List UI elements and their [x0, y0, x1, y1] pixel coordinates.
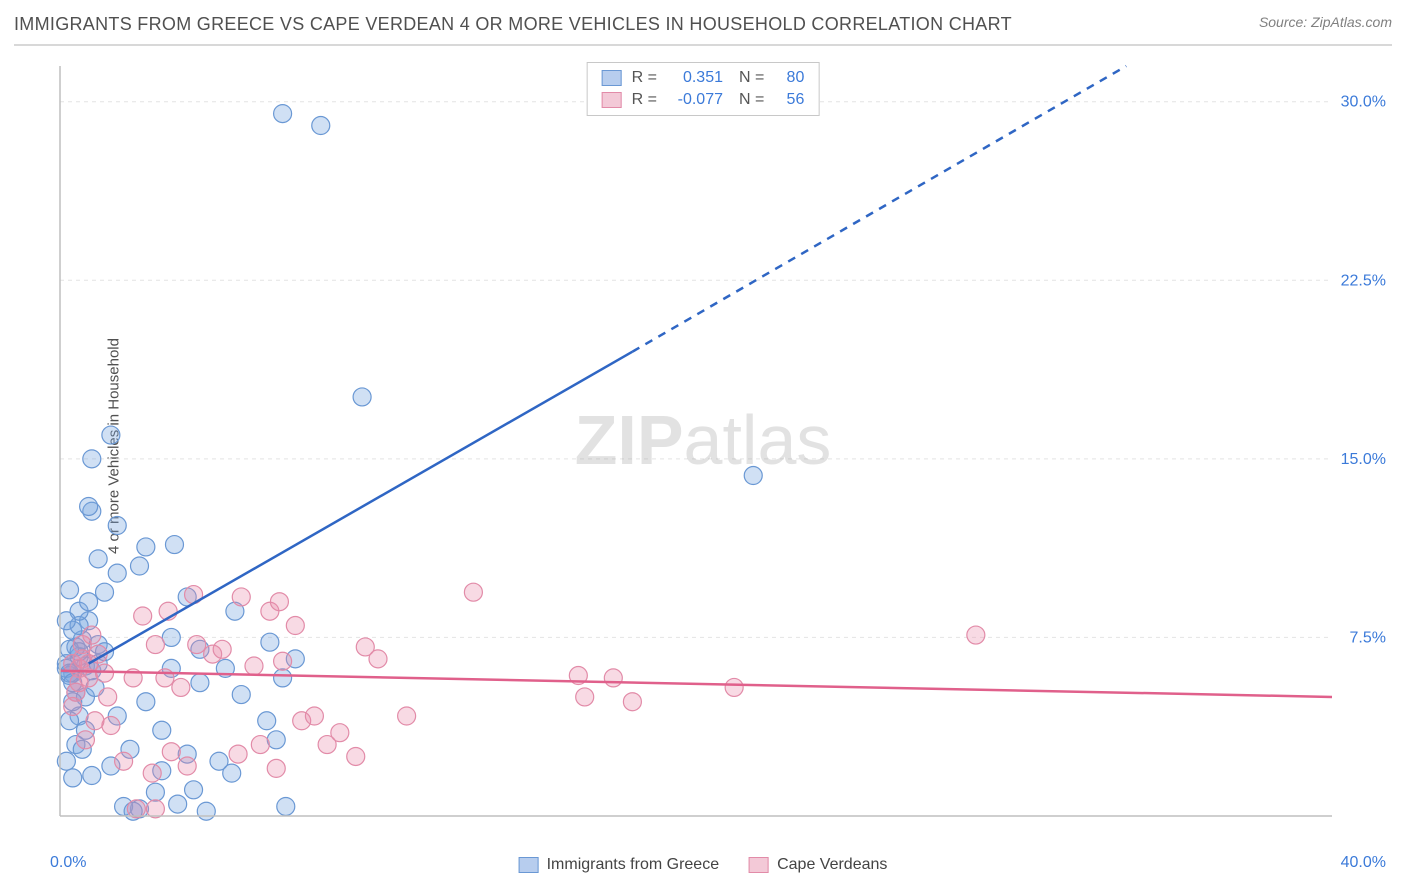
legend-item: Immigrants from Greece: [519, 856, 719, 874]
source-attribution: Source: ZipAtlas.com: [1259, 14, 1392, 30]
n-value: 80: [774, 67, 804, 89]
chart-title: IMMIGRANTS FROM GREECE VS CAPE VERDEAN 4…: [14, 14, 1012, 35]
legend-row: R = 0.351 N = 80: [602, 67, 805, 89]
series-legend: Immigrants from Greece Cape Verdeans: [519, 856, 888, 874]
r-label: R =: [632, 89, 657, 111]
series-name: Immigrants from Greece: [547, 856, 719, 874]
legend-item: Cape Verdeans: [749, 856, 887, 874]
r-value: 0.351: [667, 67, 723, 89]
scatter-chart: 7.5% 15.0% 22.5% 30.0%: [50, 60, 1392, 842]
svg-text:7.5%: 7.5%: [1350, 629, 1386, 646]
correlation-legend: R = 0.351 N = 80 R = -0.077 N = 56: [587, 62, 820, 116]
n-value: 56: [774, 89, 804, 111]
n-label: N =: [739, 89, 764, 111]
r-value: -0.077: [667, 89, 723, 111]
svg-text:30.0%: 30.0%: [1341, 94, 1386, 111]
swatch-icon: [602, 92, 622, 108]
title-bar: IMMIGRANTS FROM GREECE VS CAPE VERDEAN 4…: [14, 14, 1392, 46]
legend-row: R = -0.077 N = 56: [602, 89, 805, 111]
swatch-icon: [602, 70, 622, 86]
swatch-icon: [749, 857, 769, 873]
svg-text:22.5%: 22.5%: [1341, 272, 1386, 289]
r-label: R =: [632, 67, 657, 89]
series-name: Cape Verdeans: [777, 856, 887, 874]
n-label: N =: [739, 67, 764, 89]
x-max-label: 40.0%: [1341, 854, 1386, 872]
svg-text:15.0%: 15.0%: [1341, 451, 1386, 468]
swatch-icon: [519, 857, 539, 873]
x-min-label: 0.0%: [50, 854, 86, 872]
